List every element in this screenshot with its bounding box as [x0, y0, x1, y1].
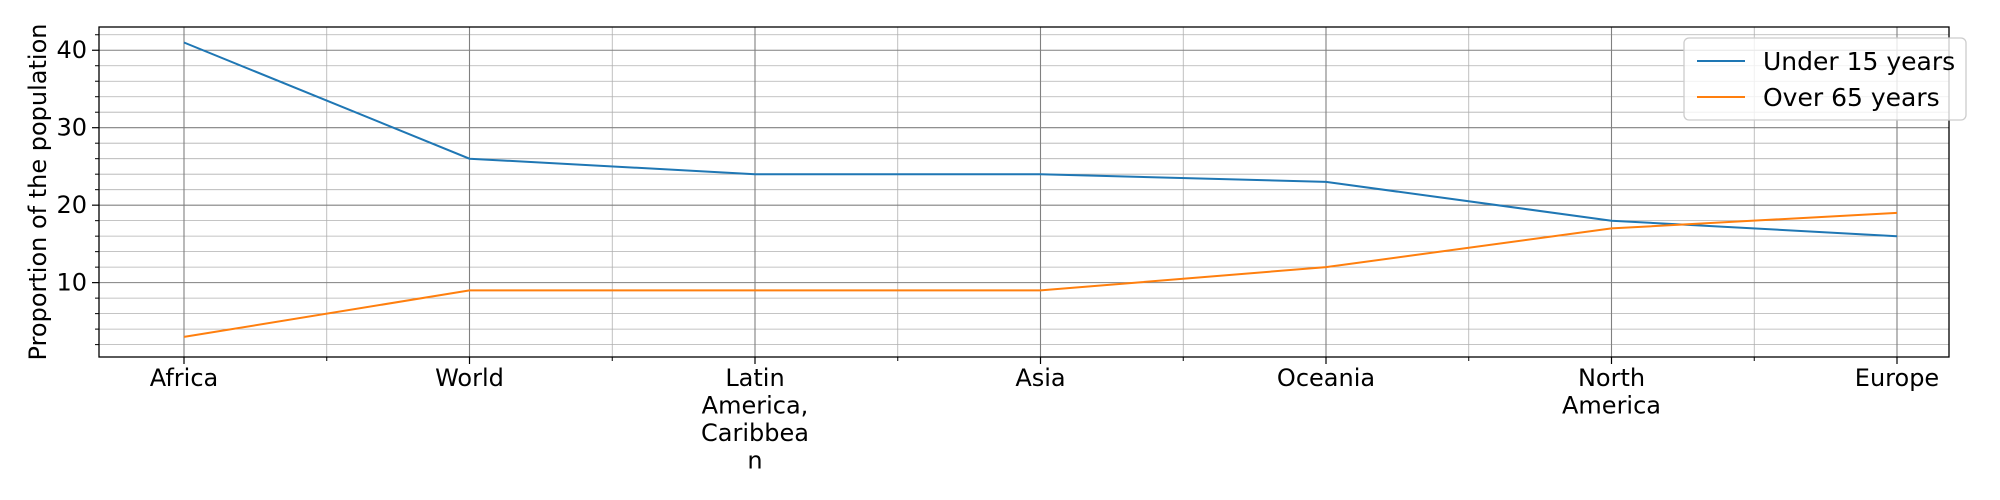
x-tick-label: North America: [1562, 364, 1661, 420]
x-tick-labels: Africa World Latin America, Caribbea n Asia Oce…: [150, 364, 1939, 475]
x-tick-label: Oceania: [1277, 364, 1375, 392]
legend: Under 15 years Over 65 years: [1683, 37, 1967, 121]
axis-ticks: [92, 34, 1898, 364]
major-grid: [99, 27, 1949, 357]
x-tick-label: Africa: [150, 364, 218, 392]
series-line-2: [183, 211, 1898, 338]
series-line-1: [183, 41, 1898, 238]
legend-label-1: Under 15 years: [1763, 47, 1955, 76]
legend-label-2: Over 65 years: [1763, 83, 1940, 112]
y-axis-label: Proportion of the population: [24, 24, 52, 361]
x-tick-label: Asia: [1015, 364, 1065, 392]
plot-frame: [98, 26, 1950, 358]
y-tick-labels: 10 20 30 40: [56, 36, 87, 296]
legend-box: [1683, 37, 1967, 121]
x-tick-label: Europe: [1855, 364, 1939, 392]
x-tick-label: World: [435, 364, 504, 392]
y-tick-label: 30: [56, 114, 87, 142]
y-tick-label: 40: [56, 36, 87, 64]
y-tick-label: 20: [56, 191, 87, 219]
x-tick-label: Latin America, Caribbea n: [701, 364, 809, 475]
y-tick-label: 10: [56, 269, 87, 297]
series-layer: [183, 41, 1898, 338]
minor-grid: [99, 27, 1949, 357]
